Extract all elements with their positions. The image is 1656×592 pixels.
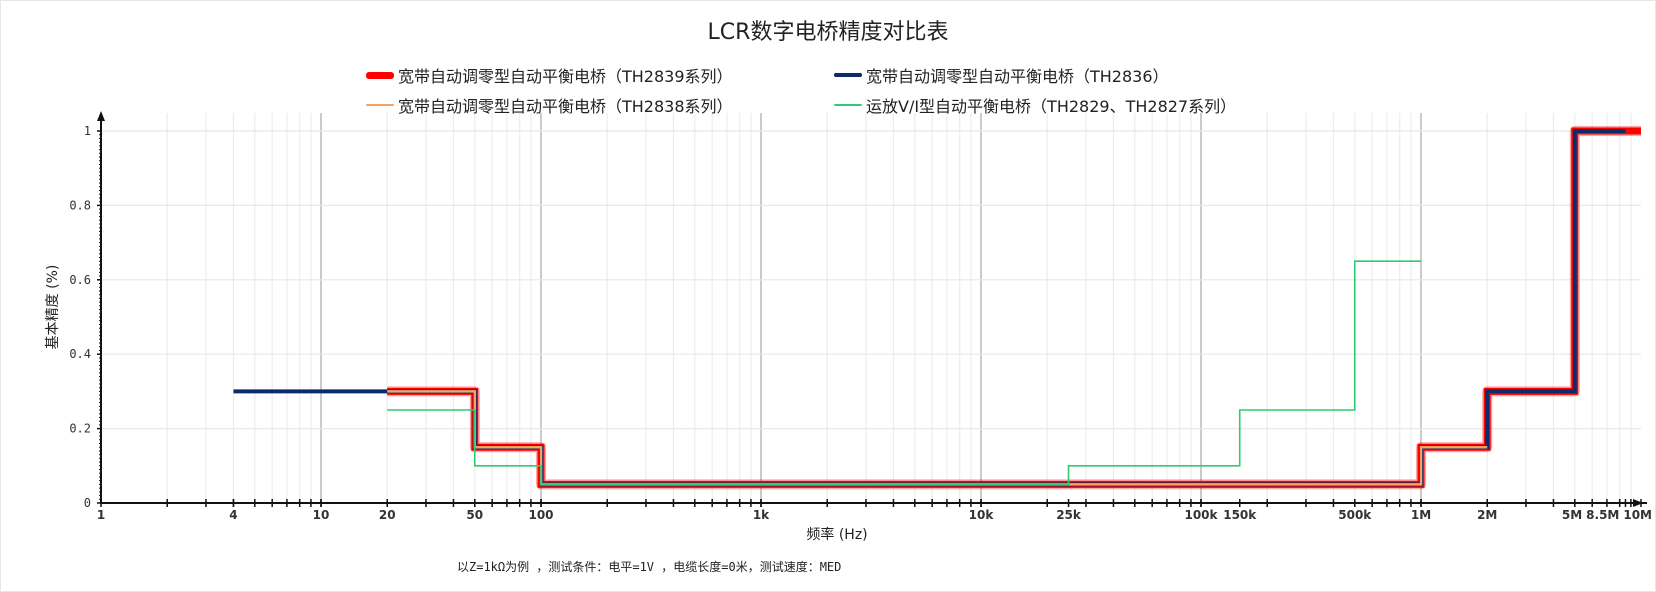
legend-label: 宽带自动调零型自动平衡电桥（TH2836） (866, 67, 1169, 86)
x-tick-label: 150k (1223, 508, 1257, 522)
legend-swatch-navy (834, 73, 862, 77)
x-tick-label: 8.5M (1586, 508, 1619, 522)
y-tick-label: 0.8 (69, 198, 91, 212)
series-halo (387, 126, 1641, 490)
x-tick-label: 4 (229, 508, 237, 522)
legend-swatch-green (834, 104, 862, 106)
x-tick-label: 2M (1477, 508, 1497, 522)
x-tick-label: 5M (1562, 508, 1582, 522)
x-tick-label: 25k (1056, 508, 1082, 522)
x-tick-label: 10k (969, 508, 995, 522)
legend-label: 宽带自动调零型自动平衡电桥（TH2838系列） (398, 97, 733, 116)
x-tick-label: 500k (1338, 508, 1372, 522)
x-tick-label: 100k (1184, 508, 1218, 522)
footnote: 以Z=1kΩ为例 ，测试条件：电平=1V ，电缆长度=0米，测试速度：MED (457, 560, 842, 574)
legend-label: 运放V/I型自动平衡电桥（TH2829、TH2827系列） (866, 97, 1237, 116)
legend-item-th2829[interactable]: 运放V/I型自动平衡电桥（TH2829、TH2827系列） (834, 93, 1236, 117)
y-tick-label: 0.4 (69, 347, 91, 361)
x-tick-label: 1M (1411, 508, 1431, 522)
series-line (233, 129, 1626, 487)
x-tick-label: 20 (379, 508, 396, 522)
y-tick-label: 0.2 (69, 422, 91, 436)
x-tick-label: 1k (753, 508, 770, 522)
x-axis-arrow-icon (1633, 499, 1643, 507)
series-line (387, 390, 1488, 486)
x-tick-label: 10M (1623, 508, 1652, 522)
y-axis-arrow-icon (97, 111, 105, 121)
y-tick-label: 0.6 (69, 273, 91, 287)
chart-title: LCR数字电桥精度对比表 (707, 20, 949, 45)
legend-item-th2838[interactable]: 宽带自动调零型自动平衡电桥（TH2838系列） (366, 93, 733, 117)
y-tick-label: 1 (84, 124, 91, 138)
y-axis-label: 基本精度 (%) (45, 264, 61, 350)
x-tick-label: 100 (528, 508, 553, 522)
series-line (387, 260, 1421, 486)
x-tick-label: 50 (466, 508, 483, 522)
x-tick-label: 10 (313, 508, 330, 522)
series-line (387, 127, 1641, 488)
legend-item-th2839[interactable]: 宽带自动调零型自动平衡电桥（TH2839系列） (366, 63, 733, 87)
legend-item-th2836[interactable]: 宽带自动调零型自动平衡电桥（TH2836） (834, 63, 1169, 87)
y-tick-label: 0 (84, 496, 91, 510)
legend-label: 宽带自动调零型自动平衡电桥（TH2839系列） (398, 67, 733, 86)
legend-swatch-orange (366, 104, 394, 106)
x-axis-label: 频率 (Hz) (806, 527, 868, 543)
x-tick-label: 1 (97, 508, 105, 522)
legend-swatch-red (366, 71, 394, 79)
